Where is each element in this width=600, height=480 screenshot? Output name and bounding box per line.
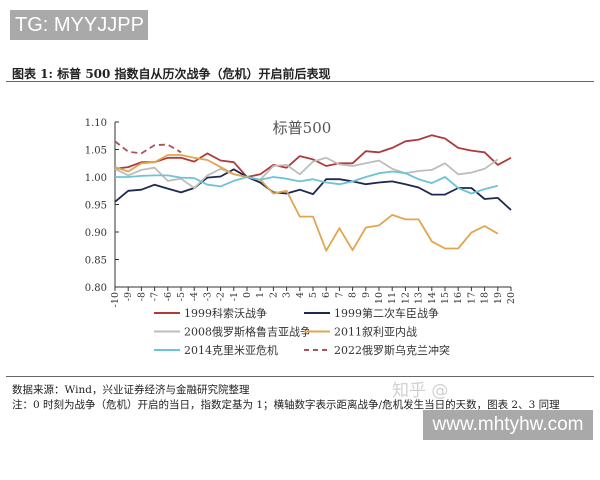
x-tick-label: 16 [453,292,464,304]
legend-item: 2022俄罗斯乌克兰冲突 [304,343,450,357]
x-tick-label: -9 [123,292,134,301]
x-tick-label: 5 [308,292,319,298]
x-tick-label: 15 [440,292,451,304]
figure-caption: 图表 1: 标普 500 指数自从历次战争（危机）开启前后表现 [12,67,331,81]
legend: 1999科索沃战争 1999第二次车臣战争 2008俄罗斯格鲁吉亚战争 2011叙利亚… [154,306,450,357]
y-tick-label: 0.90 [85,228,107,239]
x-tick-label: 10 [374,292,385,304]
x-tick-label: 11 [387,292,398,304]
x-tick-label: 8 [348,292,359,298]
x-tick-label: 18 [480,292,491,304]
watermark-tg: TG: MYYJJPP [10,10,148,40]
x-tick-label: -10 [110,292,121,307]
x-tick-label: 20 [506,292,517,304]
axes: 0.800.850.900.951.001.051.10-10 -9 -8 -7 -6-… [85,118,517,307]
x-tick-label: -4 [189,292,200,301]
line-chart: 标普500 0.800.850.900.951.001.051.10-10 -9-… [85,118,517,357]
legend-label: 2022俄罗斯乌克兰冲突 [334,343,450,357]
x-tick-label: -7 [150,292,161,301]
watermark-site: www.mhtyhw.com [423,410,593,440]
legend-label: 2008俄罗斯格鲁吉亚战争 [184,325,311,339]
data-source: 数据来源：Wind，兴业证券经济与金融研究院整理 [12,384,250,396]
x-tick-label: 12 [400,292,411,304]
series-line-3 [114,154,499,252]
y-tick-label: 0.85 [85,256,107,267]
x-tick-label: 17 [466,292,477,304]
caption-divider [6,81,594,82]
x-tick-label: 2 [268,292,279,298]
legend-label: 1999科索沃战争 [184,306,267,320]
series-line-4 [115,170,499,195]
y-tick-label: 0.95 [85,201,107,212]
y-tick-label: 1.05 [85,146,107,157]
x-tick-label: -1 [229,292,240,301]
x-tick-label: 13 [414,292,425,304]
legend-item: 2008俄罗斯格鲁吉亚战争 [154,325,311,339]
x-tick-label: -3 [202,292,213,301]
y-tick-label: 1.00 [85,173,107,184]
x-tick-label: -5 [176,292,187,301]
series-line-1 [114,168,512,211]
legend-label: 2011叙利亚内战 [334,325,417,339]
x-tick-label: 9 [361,292,372,298]
footer-divider [6,376,594,377]
legend-label: 2014克里米亚危机 [184,343,278,357]
legend-label: 1999第二次车臣战争 [334,306,439,320]
series-line-5 [114,140,182,155]
x-tick-label: 3 [282,292,293,298]
x-tick-label: -8 [136,292,147,301]
x-tick-label: 0 [242,292,253,298]
x-tick-label: -2 [216,292,227,301]
y-tick-label: 1.10 [85,118,107,129]
legend-item: 2014克里米亚危机 [154,343,278,357]
x-tick-label: 19 [493,292,504,304]
x-tick-label: -6 [163,292,174,301]
series-line-2 [114,156,499,189]
x-tick-label: 7 [334,292,345,298]
legend-item: 1999第二次车臣战争 [304,306,439,320]
chart-note: 注：0 时刻为战争（危机）开启的当日，指数定基为 1；横轴数字表示距离战争/危机… [12,399,560,411]
legend-item: 1999科索沃战争 [154,306,267,320]
x-tick-label: 4 [295,292,306,298]
watermark-zhihu: 知乎 @ [392,381,449,401]
x-tick-label: 14 [427,292,438,304]
x-tick-label: 1 [255,292,266,298]
series-lines [114,134,512,252]
y-tick-label: 0.80 [85,283,107,294]
legend-item: 2011叙利亚内战 [304,325,417,339]
series-line-0 [114,134,512,178]
chart-title: 标普500 [273,119,332,137]
x-tick-label: 6 [321,292,332,298]
